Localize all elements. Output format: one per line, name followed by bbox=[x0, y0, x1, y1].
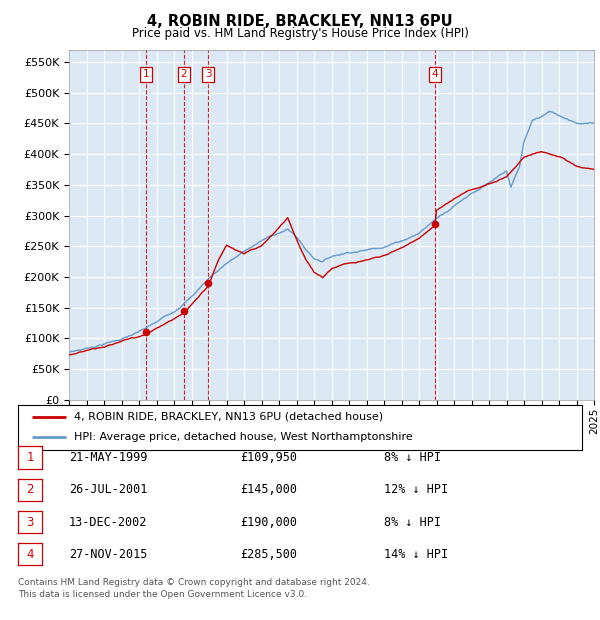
Text: 4: 4 bbox=[431, 69, 438, 79]
Text: 4, ROBIN RIDE, BRACKLEY, NN13 6PU: 4, ROBIN RIDE, BRACKLEY, NN13 6PU bbox=[147, 14, 453, 29]
Text: 13-DEC-2002: 13-DEC-2002 bbox=[69, 516, 148, 528]
Text: 26-JUL-2001: 26-JUL-2001 bbox=[69, 484, 148, 496]
Text: 14% ↓ HPI: 14% ↓ HPI bbox=[384, 548, 448, 560]
Text: Contains HM Land Registry data © Crown copyright and database right 2024.
This d: Contains HM Land Registry data © Crown c… bbox=[18, 578, 370, 599]
Text: £109,950: £109,950 bbox=[240, 451, 297, 464]
Text: 4, ROBIN RIDE, BRACKLEY, NN13 6PU (detached house): 4, ROBIN RIDE, BRACKLEY, NN13 6PU (detac… bbox=[74, 412, 383, 422]
Text: 27-NOV-2015: 27-NOV-2015 bbox=[69, 548, 148, 560]
Text: 2: 2 bbox=[26, 484, 34, 496]
Text: 2: 2 bbox=[181, 69, 187, 79]
Text: Price paid vs. HM Land Registry's House Price Index (HPI): Price paid vs. HM Land Registry's House … bbox=[131, 27, 469, 40]
Text: £285,500: £285,500 bbox=[240, 548, 297, 560]
Text: 4: 4 bbox=[26, 548, 34, 560]
Text: 1: 1 bbox=[142, 69, 149, 79]
Text: £145,000: £145,000 bbox=[240, 484, 297, 496]
Text: 3: 3 bbox=[205, 69, 211, 79]
Text: 12% ↓ HPI: 12% ↓ HPI bbox=[384, 484, 448, 496]
Text: £190,000: £190,000 bbox=[240, 516, 297, 528]
Text: 1: 1 bbox=[26, 451, 34, 464]
Text: 8% ↓ HPI: 8% ↓ HPI bbox=[384, 451, 441, 464]
Text: 3: 3 bbox=[26, 516, 34, 528]
Text: 21-MAY-1999: 21-MAY-1999 bbox=[69, 451, 148, 464]
Text: 8% ↓ HPI: 8% ↓ HPI bbox=[384, 516, 441, 528]
Text: HPI: Average price, detached house, West Northamptonshire: HPI: Average price, detached house, West… bbox=[74, 432, 413, 443]
